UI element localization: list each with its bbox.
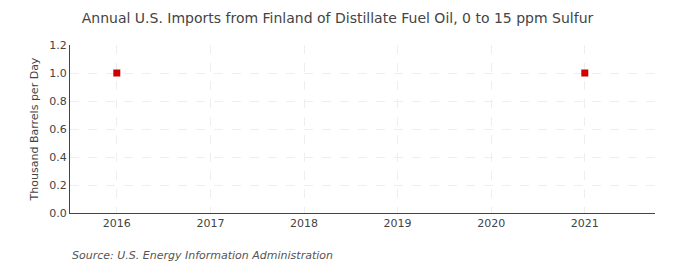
svg-text:2016: 2016 <box>103 217 131 230</box>
svg-text:Annual U.S. Imports from Finla: Annual U.S. Imports from Finland of Dist… <box>82 10 594 26</box>
svg-text:0.8: 0.8 <box>49 95 67 108</box>
svg-text:0.2: 0.2 <box>49 179 67 192</box>
svg-text:0.0: 0.0 <box>49 207 67 220</box>
svg-text:2021: 2021 <box>571 217 599 230</box>
svg-text:0.6: 0.6 <box>49 123 67 136</box>
svg-text:2018: 2018 <box>290 217 318 230</box>
svg-text:2017: 2017 <box>196 217 224 230</box>
svg-text:0.4: 0.4 <box>49 151 67 164</box>
svg-text:Thousand Barrels per Day: Thousand Barrels per Day <box>28 57 41 201</box>
svg-text:Source: U.S. Energy Informatio: Source: U.S. Energy Information Administ… <box>72 249 333 262</box>
svg-text:1.2: 1.2 <box>49 39 67 52</box>
svg-text:2019: 2019 <box>384 217 412 230</box>
svg-text:2020: 2020 <box>477 217 505 230</box>
svg-text:1.0: 1.0 <box>49 67 67 80</box>
